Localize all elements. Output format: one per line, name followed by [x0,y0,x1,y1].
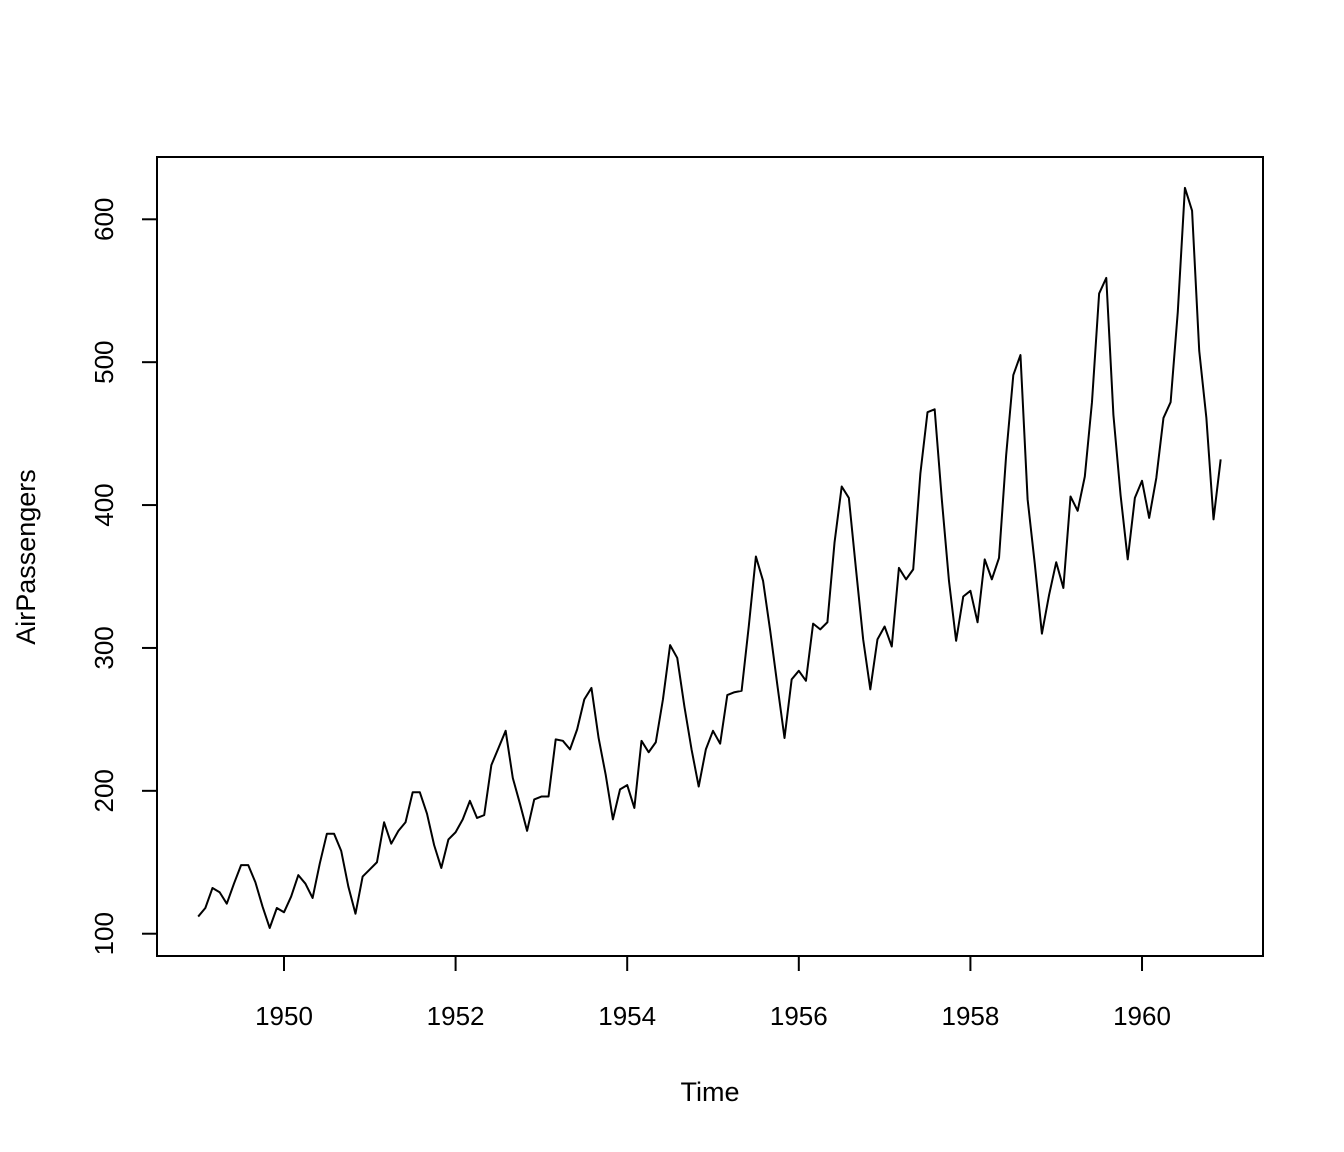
plot-frame [156,156,1264,957]
y-tick-label: 200 [89,769,119,812]
y-axis-title: AirPassengers [11,469,41,645]
y-tick-label: 400 [89,483,119,526]
y-axis: 100 200 300 400 500 600 [89,198,158,955]
x-tick-label: 1952 [427,1001,485,1031]
x-axis-title: Time [681,1077,740,1107]
x-tick-label: 1958 [941,1001,999,1031]
x-tick-label: 1950 [255,1001,313,1031]
x-tick-label: 1960 [1113,1001,1171,1031]
x-axis: 1950 1952 1954 1956 1958 1960 [255,955,1171,1031]
y-tick-label: 600 [89,198,119,241]
y-tick-label: 300 [89,626,119,669]
y-tick-label: 100 [89,912,119,955]
x-tick-label: 1956 [770,1001,828,1031]
y-tick-label: 500 [89,340,119,383]
series-line-airpassengers [197,186,1222,929]
x-tick-label: 1954 [598,1001,656,1031]
